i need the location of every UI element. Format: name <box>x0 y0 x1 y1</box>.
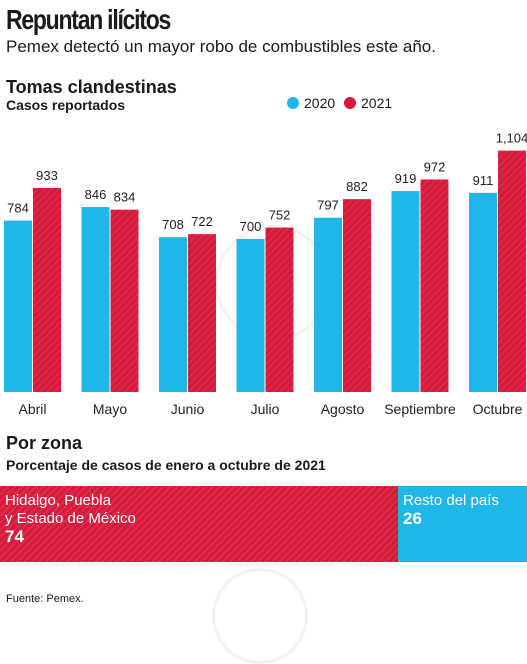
source-note: Fuente: Pemex. <box>6 593 84 605</box>
data-label-2021-abril: 933 <box>36 168 58 183</box>
zone-title: Por zona <box>6 433 83 453</box>
chart-title: Tomas clandestinas <box>6 77 177 97</box>
bar-2021-abril <box>33 188 61 392</box>
data-label-2021-mayo: 834 <box>114 190 136 205</box>
data-label-2020-octubre: 911 <box>473 173 494 188</box>
data-label-2020-abril: 784 <box>7 201 29 216</box>
data-label-2021-junio: 722 <box>191 214 213 229</box>
data-label-2021-agosto: 882 <box>346 179 368 194</box>
legend-label-2020: 2020 <box>304 95 336 111</box>
x-tick-label: Agosto <box>321 401 365 417</box>
bar-2021-septiembre <box>420 179 449 392</box>
x-tick-label: Septiembre <box>384 401 456 417</box>
bar-2020-julio <box>236 238 265 392</box>
zone-segment-hidalgo: Hidalgo, Puebla y Estado de México 74 <box>0 486 398 562</box>
chart-subtitle: Casos reportados <box>6 97 126 113</box>
zone-label-line1: Hidalgo, Puebla <box>5 492 111 509</box>
data-label-2021-septiembre: 972 <box>424 159 446 174</box>
bar-chart: 784 933 Abril 846 834 Mayo 708 722 Junio 700 752 Ju… <box>4 131 527 417</box>
bar-2020-junio <box>159 237 187 392</box>
data-label-2020-junio: 708 <box>162 217 184 232</box>
bar-2021-mayo <box>110 209 139 392</box>
watermark-emblem-bottom <box>212 568 308 664</box>
bar-2020-abril <box>4 220 32 392</box>
x-tick-label: Junio <box>171 401 205 417</box>
bar-2021-junio <box>188 234 216 392</box>
zone-value: 26 <box>403 509 422 528</box>
data-label-2021-julio: 752 <box>269 208 291 223</box>
bar-2021-agosto <box>343 199 371 392</box>
x-tick-label: Julio <box>251 401 280 417</box>
x-tick-label: Abril <box>18 401 46 417</box>
data-label-2020-julio: 700 <box>240 219 262 234</box>
zone-segment-resto: Resto del país 26 <box>398 486 527 562</box>
zone-subtitle: Porcentaje de casos de enero a octubre d… <box>6 457 326 473</box>
zone-label-line2: y Estado de México <box>5 510 136 527</box>
bar-2020-octubre <box>469 192 497 392</box>
x-tick-label: Octubre <box>473 401 523 417</box>
data-label-2020-septiembre: 919 <box>395 171 417 186</box>
zone-label-line1: Resto del país <box>403 492 499 509</box>
zone-value: 74 <box>5 527 24 546</box>
legend-item-2021: 2021 <box>344 95 392 111</box>
page-subtitle: Pemex detectó un mayor robo de combustib… <box>6 37 436 56</box>
x-tick-label: Mayo <box>93 401 127 417</box>
bar-2020-mayo <box>81 207 110 392</box>
legend-item-2020: 2020 <box>287 95 335 111</box>
data-label-2021-octubre: 1,104 <box>496 131 527 146</box>
legend-swatch-2020 <box>287 97 299 109</box>
data-label-2020-mayo: 846 <box>85 187 107 202</box>
bar-2021-julio <box>265 227 294 392</box>
legend-swatch-2021 <box>344 97 356 109</box>
bar-2021-octubre <box>498 150 526 392</box>
bar-2020-septiembre <box>391 191 420 392</box>
page-title: Repuntan ilícitos <box>6 4 171 35</box>
bar-2020-agosto <box>314 217 342 392</box>
data-label-2020-agosto: 797 <box>317 198 339 213</box>
legend-label-2021: 2021 <box>361 95 393 111</box>
